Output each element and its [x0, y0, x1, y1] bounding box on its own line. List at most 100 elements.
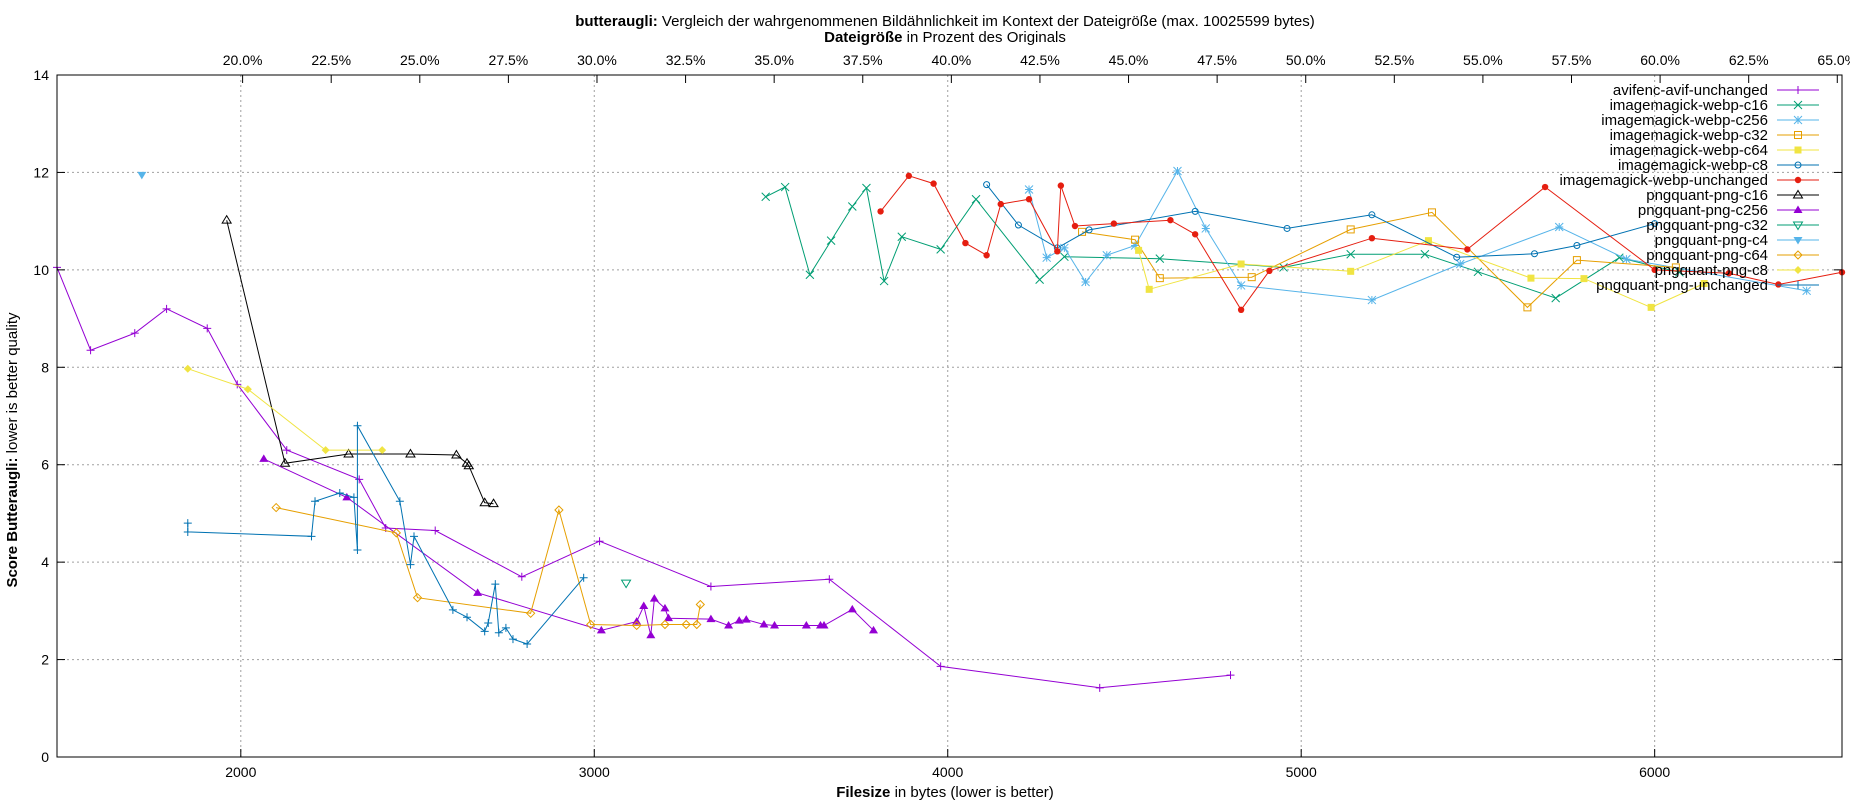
data-point — [1453, 253, 1461, 261]
data-point — [412, 592, 423, 603]
data-point — [1279, 263, 1288, 272]
data-point — [1554, 222, 1564, 232]
data-point — [1725, 270, 1733, 277]
data-point — [1794, 146, 1802, 154]
data-point — [1793, 100, 1803, 110]
data-point — [1346, 249, 1356, 259]
data-point — [936, 662, 945, 671]
data-point — [1794, 161, 1802, 169]
data-point — [1155, 254, 1165, 264]
data-point — [862, 183, 871, 193]
top-axis-label: Dateigröße in Prozent des Originals — [824, 29, 1066, 46]
y-tick-label: 12 — [33, 164, 49, 180]
data-point — [879, 276, 889, 286]
data-point — [825, 575, 834, 584]
series-pngquant-png-c32 — [620, 579, 632, 589]
x2-tick-label: 42.5% — [1020, 52, 1060, 68]
data-point — [473, 588, 483, 596]
data-point — [660, 619, 670, 630]
series-line — [275, 507, 701, 627]
data-point — [488, 498, 499, 508]
x2-tick-label: 55.0% — [1463, 52, 1503, 68]
data-point — [805, 270, 815, 280]
data-point — [1201, 224, 1211, 233]
series-pngquant-png-c4 — [137, 171, 147, 180]
data-point — [479, 497, 491, 507]
data-point — [1266, 267, 1273, 275]
data-point — [494, 628, 503, 637]
data-point — [1368, 234, 1376, 242]
chart-title: butteraugli: Vergleich der wahrgenommene… — [575, 13, 1315, 30]
data-point — [162, 304, 171, 313]
data-point — [1014, 221, 1022, 229]
data-point — [463, 613, 472, 622]
y-tick-label: 10 — [33, 262, 49, 278]
data-point — [517, 572, 526, 581]
x2-tick-label: 20.0% — [223, 52, 263, 68]
data-point — [406, 560, 415, 569]
data-point — [1523, 303, 1532, 312]
series-imagemagick-webp-c256 — [1024, 166, 1812, 305]
data-point — [353, 545, 362, 554]
data-point — [1145, 285, 1153, 293]
data-point — [1794, 131, 1802, 139]
data-point — [1794, 176, 1802, 184]
legend-label: pngquant-png-unchanged — [1596, 277, 1768, 294]
data-point — [1527, 274, 1535, 282]
series-pngquant-png-c64 — [271, 502, 706, 631]
data-point — [759, 619, 769, 628]
data-point — [997, 200, 1004, 208]
data-point — [554, 505, 564, 515]
y-tick-label: 0 — [41, 749, 49, 765]
x2-tick-label: 35.0% — [754, 52, 794, 68]
data-point — [378, 446, 387, 455]
series-line — [1028, 169, 1807, 301]
legend-label: pngquant-png-c16 — [1646, 187, 1768, 204]
data-point — [1085, 226, 1093, 234]
data-point — [1464, 246, 1471, 253]
x2-tick-label: 32.5% — [666, 52, 706, 68]
data-point — [1614, 253, 1624, 263]
legend-label: pngquant-png-c64 — [1646, 247, 1768, 264]
data-point — [1530, 250, 1538, 258]
data-point — [259, 454, 269, 462]
data-point — [410, 532, 418, 541]
x2-tick-label: 22.5% — [311, 52, 351, 68]
series-line — [56, 267, 1231, 689]
data-point — [706, 582, 715, 591]
x2-tick-label: 27.5% — [489, 52, 529, 68]
series-line — [986, 184, 1655, 258]
data-point — [484, 619, 493, 628]
y-axis-label: Score Butteraugli: lower is better quali… — [4, 312, 21, 588]
data-point — [639, 601, 649, 609]
data-point — [1541, 183, 1549, 191]
data-point — [1025, 196, 1033, 203]
x2-tick-label: 37.5% — [843, 52, 883, 68]
data-point — [1237, 260, 1245, 268]
data-point — [1573, 242, 1581, 249]
x-tick-label: 6000 — [1639, 764, 1670, 780]
legend-label: imagemagick-webp-unchanged — [1560, 172, 1768, 189]
data-point — [391, 528, 402, 538]
x2-tick-label: 62.5% — [1729, 52, 1769, 68]
data-point — [1792, 221, 1804, 231]
data-point — [1651, 266, 1658, 274]
data-point — [1580, 275, 1588, 283]
data-point — [221, 214, 233, 224]
data-point — [1247, 273, 1256, 282]
data-point — [983, 252, 990, 259]
data-point — [271, 502, 281, 513]
series-line — [187, 423, 585, 645]
data-point — [342, 492, 352, 501]
series-imagemagick-webp-c64 — [1135, 237, 1708, 311]
data-point — [724, 620, 734, 629]
data-point — [620, 579, 632, 589]
series-line — [1081, 211, 1676, 309]
data-point — [971, 194, 981, 204]
series-avifenc-avif-unchanged — [53, 263, 1235, 692]
data-point — [183, 364, 192, 373]
data-point — [595, 537, 604, 546]
y-tick-label: 14 — [33, 67, 49, 83]
data-point — [1095, 683, 1104, 692]
